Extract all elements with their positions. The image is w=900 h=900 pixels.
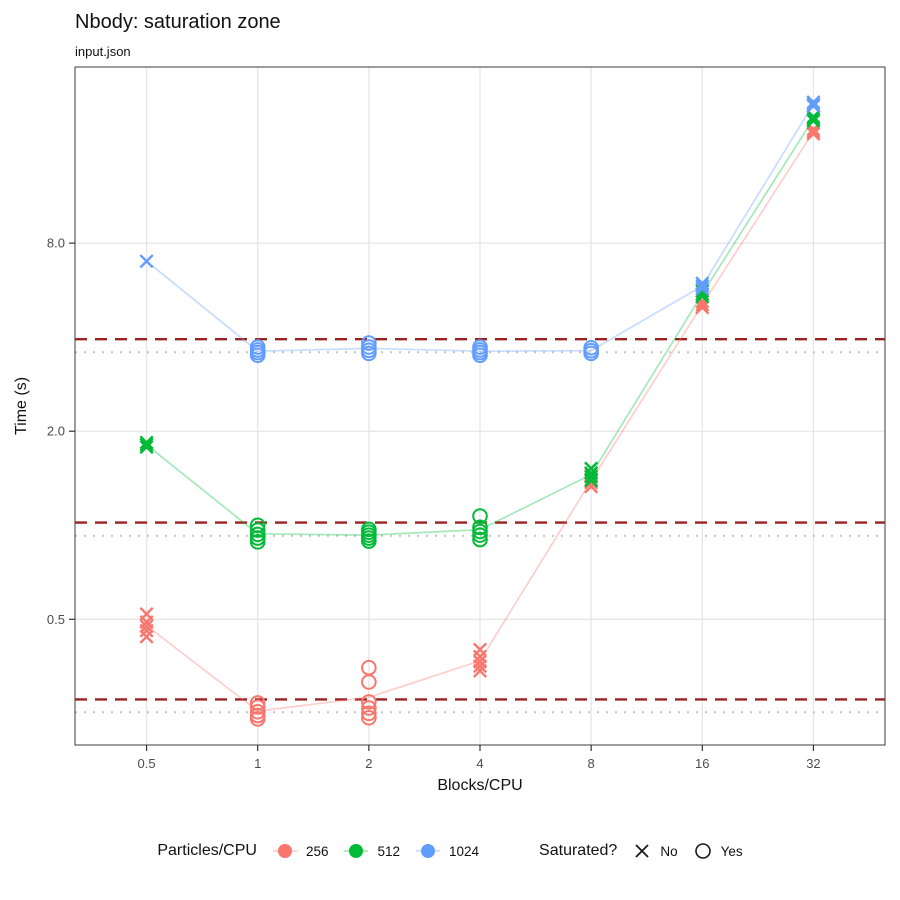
marker-x-512 bbox=[806, 111, 821, 126]
legend-label-yes: Yes bbox=[720, 843, 743, 859]
marker-circle-1024 bbox=[361, 335, 377, 351]
legend-particles-group: Particles/CPU 256 512 1024 bbox=[157, 839, 479, 863]
marker-circle-256 bbox=[361, 709, 377, 726]
marker-circle-256 bbox=[249, 699, 266, 715]
y-tick-label: 0.5 bbox=[47, 612, 65, 627]
marker-circle-512 bbox=[472, 527, 488, 543]
marker-circle-1024 bbox=[361, 345, 377, 362]
legend-label-no: No bbox=[660, 843, 678, 859]
marker-circle-256 bbox=[361, 705, 377, 722]
legend-label-1024: 1024 bbox=[449, 843, 480, 859]
marker-x-256 bbox=[139, 619, 154, 634]
x-axis-title: Blocks/CPU bbox=[437, 777, 523, 794]
series-256-key-icon bbox=[272, 844, 297, 858]
legend-item-512: 512 bbox=[341, 839, 400, 863]
legend-label-512: 512 bbox=[377, 843, 400, 859]
circle-marker-key-icon bbox=[694, 843, 711, 859]
marker-circle-256 bbox=[361, 694, 377, 710]
marker-circle-512 bbox=[249, 534, 266, 550]
marker-x-256 bbox=[695, 300, 710, 315]
marker-x-256 bbox=[139, 623, 154, 638]
marker-circle-256 bbox=[249, 711, 266, 727]
x-tick-label: 8 bbox=[588, 756, 595, 771]
marker-x-1024 bbox=[695, 276, 710, 291]
x-tick-label: 4 bbox=[476, 756, 483, 771]
key-dot-icon bbox=[349, 844, 364, 858]
legend-saturated-title: Saturated? bbox=[539, 842, 618, 859]
marker-circle-512 bbox=[361, 533, 377, 549]
legend: Particles/CPU 256 512 1024 Saturated? bbox=[0, 839, 900, 863]
marker-x-512 bbox=[139, 437, 154, 452]
key-dot-icon bbox=[277, 844, 292, 858]
series-512-key-icon bbox=[344, 844, 369, 858]
chart-subtitle: input.json bbox=[75, 44, 131, 59]
legend-item-yes: Yes bbox=[691, 839, 743, 863]
marker-x-512 bbox=[139, 435, 154, 450]
marker-circle-512 bbox=[472, 519, 488, 536]
key-dot-icon bbox=[421, 844, 435, 858]
marker-x-1024 bbox=[806, 96, 821, 112]
marker-x-256 bbox=[139, 629, 154, 644]
marker-circle-512 bbox=[472, 508, 488, 524]
marker-circle-1024 bbox=[583, 345, 599, 362]
x-marker-key-icon bbox=[635, 844, 649, 858]
marker-x-1024 bbox=[139, 254, 154, 269]
y-tick-label: 8.0 bbox=[47, 236, 65, 251]
series-1024-key-icon bbox=[416, 844, 440, 858]
marker-circle-256 bbox=[361, 700, 377, 716]
marker-x-512 bbox=[584, 469, 599, 484]
plot-area: 0.5 1 2 4 8 16 32 0.5 2.0 8.0 bbox=[47, 66, 886, 771]
marker-x-256 bbox=[806, 126, 821, 141]
marker-x-512 bbox=[139, 439, 154, 455]
marker-x-1024 bbox=[695, 279, 710, 294]
x-tick-label: 16 bbox=[695, 756, 709, 771]
marker-x-256 bbox=[472, 663, 488, 678]
marker-circle-1024 bbox=[249, 347, 266, 364]
marker-circle-512 bbox=[472, 531, 488, 548]
marker-circle-256 bbox=[361, 674, 377, 690]
y-tick-label: 2.0 bbox=[47, 424, 65, 439]
x-tick-label: 2 bbox=[365, 756, 372, 771]
legend-particles-title: Particles/CPU bbox=[157, 842, 257, 859]
marker-x-512 bbox=[584, 473, 599, 488]
marker-circle-512 bbox=[249, 522, 266, 538]
marker-x-512 bbox=[806, 109, 821, 124]
marker-x-1024 bbox=[806, 98, 821, 113]
marker-x-256 bbox=[472, 659, 488, 674]
legend-label-256: 256 bbox=[305, 843, 329, 859]
marker-circle-1024 bbox=[472, 347, 488, 364]
legend-item-1024: 1024 bbox=[413, 839, 479, 863]
chart-title: Nbody: saturation zone bbox=[75, 11, 281, 33]
x-tick-label: 0.5 bbox=[138, 756, 156, 771]
legend-item-256: 256 bbox=[270, 839, 329, 863]
x-tick-label: 32 bbox=[806, 756, 820, 771]
x-tick-label: 1 bbox=[254, 756, 261, 771]
marker-x-1024 bbox=[695, 281, 710, 296]
marker-x-1024 bbox=[806, 95, 821, 110]
legend-saturated-group: Saturated? No Yes bbox=[539, 839, 743, 863]
marker-x-512 bbox=[806, 113, 821, 128]
marker-x-256 bbox=[806, 124, 821, 139]
legend-item-no: No bbox=[630, 839, 678, 863]
y-axis-title: Time (s) bbox=[13, 376, 30, 436]
